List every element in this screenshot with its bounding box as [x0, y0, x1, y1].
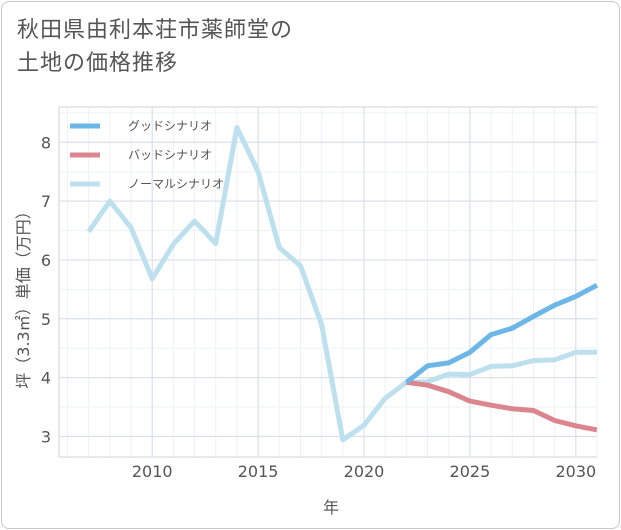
y-tick-label: 6 — [41, 251, 51, 270]
series-line-3 — [86, 125, 597, 443]
y-tick-label: 4 — [41, 369, 51, 388]
chart-title: 秋田県由利本荘市薬師堂の 土地の価格推移 — [17, 14, 293, 80]
legend-label: バッドシナリオ — [128, 148, 212, 162]
series-line-2 — [406, 379, 598, 433]
x-tick-label: 2010 — [132, 462, 173, 481]
chart-title-line2: 土地の価格推移 — [17, 51, 179, 76]
axis-ticks: 2010 2015 2020 2025 2030 3 4 5 6 7 8 — [41, 133, 596, 481]
y-tick-label: 7 — [41, 192, 51, 211]
x-tick-label: 2015 — [238, 462, 279, 481]
y-tick-label: 5 — [41, 310, 51, 329]
x-axis-label: 年 — [323, 498, 339, 517]
series-line-1 — [404, 282, 599, 385]
grid — [58, 106, 598, 458]
x-tick-label: 2030 — [555, 462, 596, 481]
y-tick-label: 8 — [41, 133, 51, 152]
chart-title-line1: 秋田県由利本荘市薬師堂の — [17, 18, 294, 43]
legend-label: ノーマルシナリオ — [128, 177, 224, 191]
y-tick-label: 3 — [41, 427, 51, 446]
x-tick-label: 2025 — [450, 462, 491, 481]
x-tick-label: 2020 — [344, 462, 385, 481]
y-axis-label: 坪（3.3㎡）単価（万円） — [14, 203, 33, 388]
series-lines — [86, 125, 599, 443]
legend-label: グッドシナリオ — [128, 119, 212, 133]
